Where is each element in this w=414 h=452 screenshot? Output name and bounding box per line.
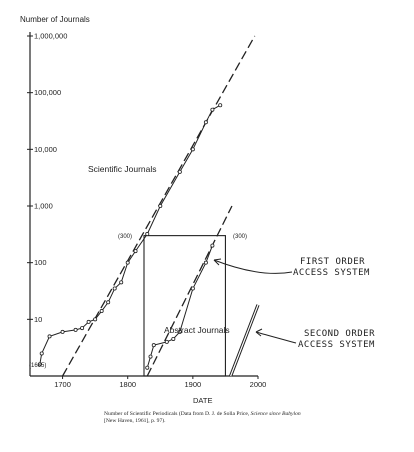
second-order-label-line2: ACCESS SYSTEM <box>298 340 375 350</box>
access-box <box>143 235 226 377</box>
start-year-label: (1665) <box>29 363 46 369</box>
data-point <box>203 120 208 125</box>
data-point <box>203 260 208 265</box>
y-tick-label: 1,000,000 <box>34 32 67 41</box>
level-left-label: (300) <box>118 234 132 240</box>
data-point <box>164 339 169 344</box>
data-point <box>171 336 176 341</box>
data-point <box>145 365 150 370</box>
annotation-arrows <box>213 258 297 344</box>
data-point <box>106 300 111 305</box>
data-point <box>60 329 65 334</box>
x-tick-label: 1900 <box>185 380 202 389</box>
y-tick-label: 10 <box>34 315 42 324</box>
second-order-label-line1: SECOND ORDER <box>304 329 375 339</box>
data-point <box>158 203 163 208</box>
data-point <box>99 309 104 314</box>
level-right-label: (300) <box>233 234 247 240</box>
data-point <box>190 286 195 291</box>
second-order-arrowhead <box>255 328 263 337</box>
first-order-label-line1: FIRST ORDER <box>300 257 365 267</box>
second-order-arrow <box>255 331 297 344</box>
data-point <box>80 326 85 331</box>
abstract-journals-label: Abstract Journals <box>164 325 230 335</box>
caption-tail: [New Haven, 1961], p. 97). <box>104 418 166 424</box>
caption-lead: Number of Scientific Periodicals (Data f… <box>104 411 250 417</box>
x-tick-label: 1800 <box>119 380 136 389</box>
data-point <box>190 147 195 152</box>
data-point <box>86 319 91 324</box>
data-point <box>93 317 98 322</box>
data-series <box>37 103 223 370</box>
first-order-arrow <box>213 259 293 274</box>
data-point <box>177 169 182 174</box>
y-tick-label: 100 <box>34 258 47 267</box>
data-point <box>133 249 138 254</box>
data-point <box>125 260 130 265</box>
y-tick-label: 1,000 <box>34 202 53 211</box>
data-point <box>151 343 156 348</box>
axis-ticks: 10 100 1,000 10,000 100,000 1,000,000 1700 1800… <box>27 32 267 389</box>
data-point <box>119 280 124 285</box>
data-point <box>148 354 153 359</box>
trend-line-1 <box>146 205 233 377</box>
access-box-rect <box>143 235 226 377</box>
x-axis-label: DATE <box>193 396 212 405</box>
scientific-journals-label: Scientific Journals <box>88 164 157 174</box>
data-point <box>39 351 44 356</box>
y-tick-label: 100,000 <box>34 88 61 97</box>
figure-caption: Number of Scientific Periodicals (Data f… <box>104 411 304 425</box>
data-point <box>210 107 215 112</box>
x-tick-label: 2000 <box>250 380 267 389</box>
data-point <box>218 103 223 108</box>
y-tick-label: 10,000 <box>34 145 57 154</box>
data-point <box>177 329 182 334</box>
first-order-label-line2: ACCESS SYSTEM <box>293 268 370 278</box>
data-point <box>37 362 42 367</box>
data-point <box>112 286 117 291</box>
data-point <box>210 243 215 248</box>
caption-title: Science since Babylon <box>250 411 301 417</box>
data-point <box>73 327 78 332</box>
second-order-line-inner <box>230 304 259 377</box>
first-order-arrowhead <box>213 258 222 266</box>
y-axis-label: Number of Journals <box>20 15 90 24</box>
data-point <box>145 232 150 237</box>
x-tick-label: 1700 <box>54 380 71 389</box>
data-point <box>47 334 52 339</box>
